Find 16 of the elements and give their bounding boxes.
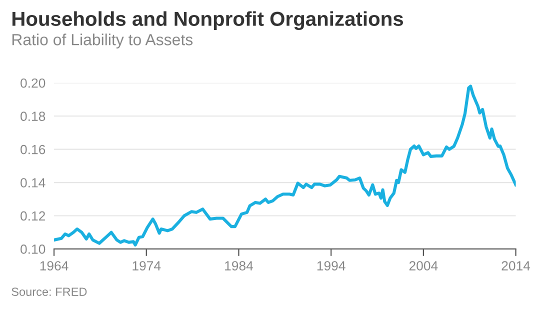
x-tick-label: 1994 [317,261,346,270]
chart-subtitle: Ratio of Liability to Assets [12,34,193,48]
y-tick-label: 0.12 [20,211,46,221]
line-series [54,84,516,247]
x-tick-label: 1974 [132,261,161,270]
x-tick-label: 1984 [225,261,254,270]
y-tick-label: 0.16 [20,144,46,154]
x-tick-label: 2014 [502,261,530,270]
chart-title: Households and Nonprofit Organizations [12,11,404,30]
y-tick-label: 0.14 [20,178,46,188]
y-tick-label: 0.10 [20,244,46,254]
x-tick-label: 2004 [409,261,438,270]
y-tick-label: 0.20 [20,78,46,88]
y-tick-label: 0.18 [20,112,46,122]
source-note: Source: FRED [12,288,87,296]
x-tick-label: 1964 [40,261,68,270]
